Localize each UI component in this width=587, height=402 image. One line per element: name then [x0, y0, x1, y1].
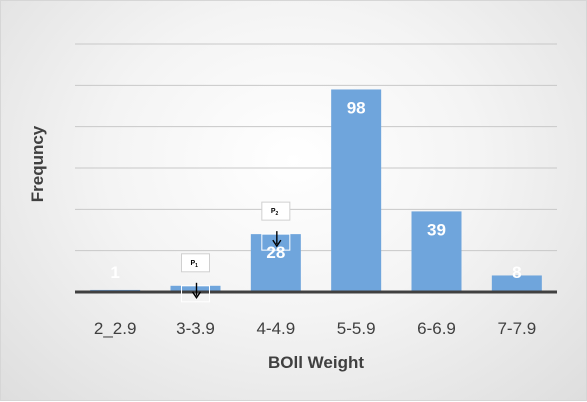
annotation-box: [261, 201, 291, 221]
x-tick-label: 4-4.9: [256, 319, 295, 338]
x-tick-label: 7-7.9: [497, 319, 536, 338]
bar: [170, 285, 221, 292]
data-labels: 1 28 98 39 8: [110, 98, 521, 282]
x-tick-label: 5-5.9: [337, 319, 376, 338]
data-label: 98: [347, 98, 366, 117]
bar: [411, 211, 462, 292]
arrowhead: [272, 239, 282, 248]
annotation-callout: P1: [181, 253, 210, 303]
annotation-label: P2: [271, 208, 279, 217]
x-tick-label: 2_2.9: [94, 319, 137, 338]
arrowhead: [191, 291, 202, 300]
data-label: 1: [110, 263, 119, 282]
x-tick-labels: 2_2.9 3-3.9 4-4.9 5-5.9 6-6.9 7-7.9: [94, 319, 536, 338]
bar: [491, 275, 542, 292]
data-label: 39: [427, 220, 446, 239]
annotation-highlight: [261, 233, 291, 251]
gridlines: [75, 43, 557, 252]
x-tick-label: 3-3.9: [176, 319, 215, 338]
bars: [90, 89, 542, 292]
y-axis-title: Frequncy: [28, 125, 47, 202]
annotation-box: [181, 253, 210, 273]
annotation-callout: P2: [261, 201, 291, 251]
bar: [331, 89, 382, 292]
x-tick-label: 6-6.9: [417, 319, 456, 338]
x-axis-title: BOll Weight: [268, 353, 364, 372]
data-label: 28: [266, 243, 285, 262]
annotation-highlight: [181, 285, 210, 303]
annotation-label: P1: [191, 260, 199, 269]
annotations: P1 P2: [181, 201, 291, 303]
data-label: 8: [512, 263, 521, 282]
